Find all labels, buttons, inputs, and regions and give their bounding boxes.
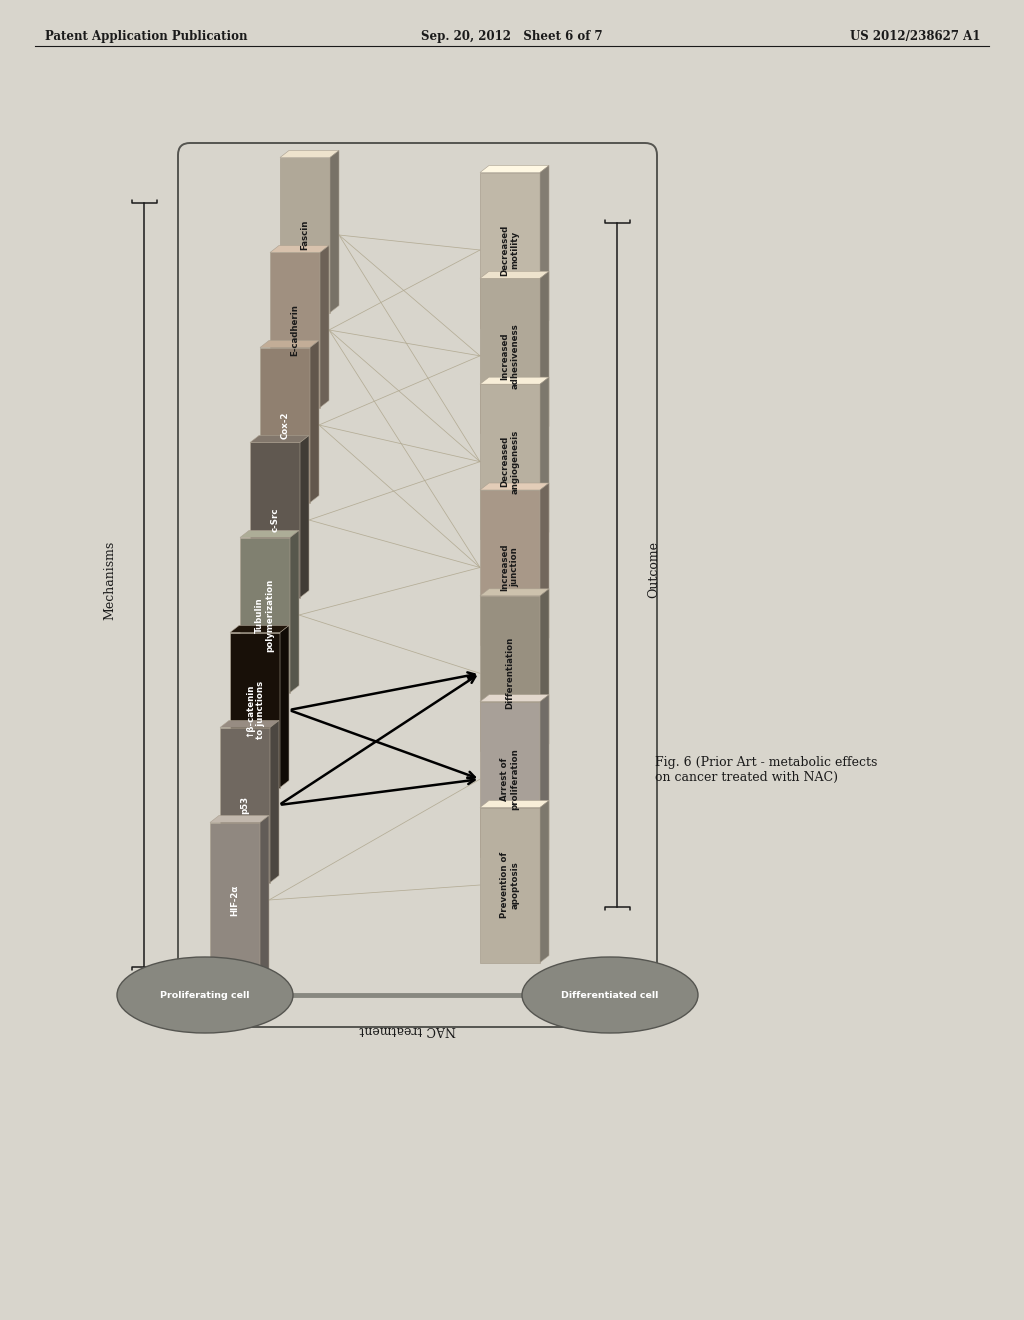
- Bar: [480, 173, 540, 327]
- Polygon shape: [230, 626, 289, 632]
- Polygon shape: [480, 378, 549, 384]
- Bar: [480, 702, 540, 857]
- Bar: [210, 822, 260, 978]
- Text: Decreased
angiogenesis: Decreased angiogenesis: [501, 429, 520, 494]
- Polygon shape: [540, 694, 549, 857]
- Bar: [240, 537, 290, 693]
- Polygon shape: [260, 341, 319, 347]
- Polygon shape: [280, 150, 339, 157]
- Text: Fig. 6 (Prior Art - metabolic effects
on cancer treated with NAC): Fig. 6 (Prior Art - metabolic effects on…: [655, 756, 878, 784]
- Text: Fascin: Fascin: [300, 220, 309, 251]
- Polygon shape: [480, 800, 549, 808]
- Text: HIF-2α: HIF-2α: [230, 884, 240, 916]
- Text: Patent Application Publication: Patent Application Publication: [45, 30, 248, 44]
- Polygon shape: [540, 589, 549, 751]
- Bar: [270, 252, 319, 408]
- Text: Cox-2: Cox-2: [281, 412, 290, 438]
- Polygon shape: [330, 150, 339, 313]
- Polygon shape: [270, 721, 279, 883]
- Bar: [480, 279, 540, 433]
- Polygon shape: [290, 531, 299, 693]
- Bar: [250, 442, 300, 598]
- Bar: [220, 727, 270, 883]
- Polygon shape: [319, 246, 329, 408]
- Text: Differentiation: Differentiation: [506, 638, 514, 709]
- Text: c-Src: c-Src: [270, 508, 280, 532]
- Polygon shape: [540, 483, 549, 645]
- Text: p53: p53: [241, 796, 250, 814]
- Polygon shape: [480, 165, 549, 173]
- Text: ↑β-catenin
to junctions: ↑β-catenin to junctions: [246, 681, 264, 739]
- Text: Sep. 20, 2012   Sheet 6 of 7: Sep. 20, 2012 Sheet 6 of 7: [421, 30, 603, 44]
- Polygon shape: [480, 483, 549, 490]
- Text: Increased
junction: Increased junction: [501, 544, 520, 591]
- Polygon shape: [540, 165, 549, 327]
- Bar: [230, 632, 280, 788]
- Text: Differentiated cell: Differentiated cell: [561, 990, 658, 999]
- Text: Proliferating cell: Proliferating cell: [160, 990, 250, 999]
- Polygon shape: [540, 800, 549, 962]
- Ellipse shape: [117, 957, 293, 1034]
- Text: Mechanisms: Mechanisms: [103, 540, 117, 619]
- Polygon shape: [540, 272, 549, 433]
- Text: Increased
adhesiveness: Increased adhesiveness: [501, 323, 520, 388]
- Polygon shape: [480, 589, 549, 595]
- Ellipse shape: [522, 957, 698, 1034]
- Text: Tubulin
polymerization: Tubulin polymerization: [255, 578, 274, 652]
- Bar: [260, 347, 310, 503]
- Polygon shape: [310, 341, 319, 503]
- Bar: [480, 595, 540, 751]
- Text: Prevention of
apoptosis: Prevention of apoptosis: [501, 851, 520, 919]
- Polygon shape: [480, 694, 549, 702]
- Polygon shape: [210, 816, 269, 822]
- Polygon shape: [280, 626, 289, 788]
- Text: E-cadherin: E-cadherin: [291, 304, 299, 356]
- Polygon shape: [240, 531, 299, 537]
- Polygon shape: [270, 246, 329, 252]
- Text: Outcome: Outcome: [647, 541, 660, 598]
- Bar: [480, 490, 540, 645]
- Bar: [480, 808, 540, 962]
- Polygon shape: [480, 272, 549, 279]
- Polygon shape: [260, 816, 269, 978]
- Bar: [280, 157, 330, 313]
- Text: US 2012/238627 A1: US 2012/238627 A1: [850, 30, 980, 44]
- Text: Arrest of
proliferation: Arrest of proliferation: [501, 748, 520, 810]
- Polygon shape: [300, 436, 309, 598]
- Polygon shape: [540, 378, 549, 539]
- Polygon shape: [250, 436, 309, 442]
- Text: Decreased
motility: Decreased motility: [501, 224, 520, 276]
- Bar: [480, 384, 540, 539]
- Text: NAC treatment: NAC treatment: [359, 1023, 456, 1036]
- Polygon shape: [220, 721, 279, 727]
